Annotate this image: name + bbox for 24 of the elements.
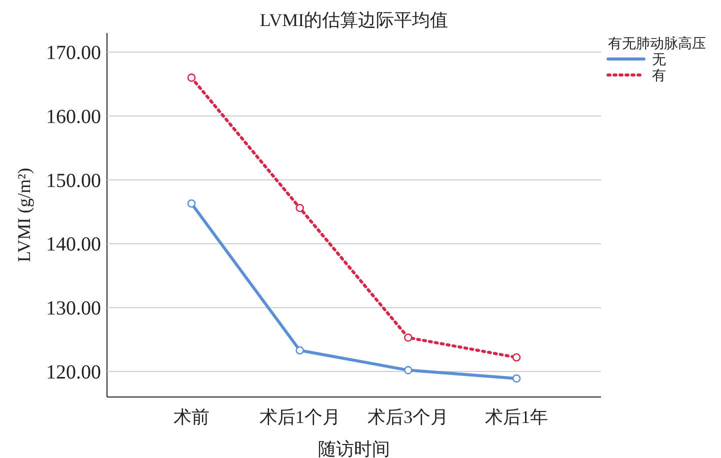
- y-tick-label: 120.00: [46, 361, 101, 384]
- point: [404, 366, 412, 374]
- y-tick-label: 170.00: [46, 42, 101, 64]
- x-axis-title: 随访时间: [318, 439, 390, 458]
- y-tick-label: 160.00: [46, 106, 101, 128]
- point: [512, 374, 521, 383]
- point: [187, 199, 196, 208]
- y-axis-title: LVMI (g/m²): [14, 168, 34, 262]
- point: [512, 353, 521, 362]
- y-tick-label: 150.00: [46, 170, 101, 192]
- point: [187, 74, 196, 82]
- point: [404, 333, 412, 342]
- y-tick-label: 130.00: [46, 298, 101, 320]
- point: [296, 346, 304, 355]
- x-tick-label: 术前: [174, 407, 210, 427]
- x-tick-label: 术后1年: [485, 407, 548, 427]
- y-tick-label: 140.00: [46, 234, 101, 256]
- point: [296, 204, 304, 212]
- chart-title: LVMI的估算边际平均值: [260, 10, 448, 30]
- legend-label: 无: [652, 53, 666, 68]
- legend-label: 有: [652, 68, 666, 84]
- x-tick-label: 术后3个月: [368, 407, 449, 427]
- x-tick-label: 术后1个月: [259, 407, 340, 427]
- legend-title: 有无肺动脉高压: [608, 36, 706, 52]
